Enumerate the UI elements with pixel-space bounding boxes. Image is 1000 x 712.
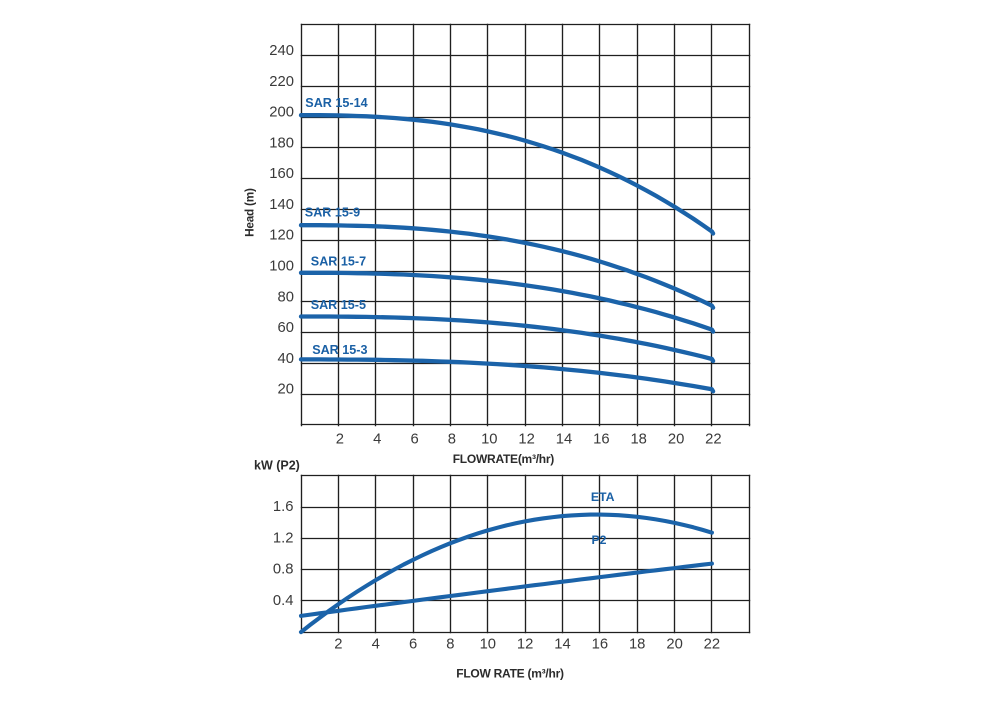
svg-text:1.2: 1.2 (273, 530, 294, 546)
svg-text:160: 160 (269, 166, 294, 182)
svg-text:20: 20 (278, 382, 294, 398)
svg-text:FLOW RATE (m³/hr): FLOW RATE (m³/hr) (456, 666, 564, 680)
svg-text:120: 120 (269, 228, 294, 244)
svg-text:80: 80 (278, 289, 294, 305)
svg-text:240: 240 (269, 43, 294, 59)
svg-text:8: 8 (446, 637, 454, 653)
svg-text:SAR 15-3: SAR 15-3 (312, 343, 367, 357)
svg-text:10: 10 (480, 637, 496, 653)
svg-text:SAR 15-14: SAR 15-14 (305, 96, 367, 110)
svg-text:18: 18 (630, 432, 646, 448)
svg-text:10: 10 (481, 432, 497, 448)
svg-text:14: 14 (554, 637, 570, 653)
svg-text:16: 16 (592, 637, 608, 653)
svg-text:0.4: 0.4 (273, 593, 294, 609)
svg-text:SAR 15-7: SAR 15-7 (311, 255, 366, 269)
svg-text:SAR 15-5: SAR 15-5 (311, 298, 366, 312)
svg-text:12: 12 (518, 432, 534, 448)
svg-text:6: 6 (410, 432, 418, 448)
svg-text:140: 140 (269, 197, 294, 213)
svg-text:4: 4 (373, 432, 381, 448)
svg-text:kW (P2): kW (P2) (254, 459, 300, 473)
svg-text:SAR 15-9: SAR 15-9 (305, 205, 360, 219)
svg-text:22: 22 (705, 432, 721, 448)
svg-text:0.8: 0.8 (273, 562, 294, 578)
svg-text:Head (m): Head (m) (243, 188, 257, 237)
svg-text:200: 200 (269, 105, 294, 121)
svg-text:8: 8 (448, 432, 456, 448)
svg-text:40: 40 (278, 351, 294, 367)
svg-text:180: 180 (269, 135, 294, 151)
svg-text:ETA: ETA (591, 490, 615, 504)
svg-text:20: 20 (666, 637, 682, 653)
svg-text:P2: P2 (591, 533, 606, 547)
svg-text:12: 12 (517, 637, 533, 653)
svg-text:1.6: 1.6 (273, 499, 294, 515)
svg-text:14: 14 (556, 432, 572, 448)
svg-text:220: 220 (269, 74, 294, 90)
svg-text:60: 60 (278, 320, 294, 336)
svg-text:4: 4 (372, 637, 380, 653)
svg-text:16: 16 (593, 432, 609, 448)
svg-text:20: 20 (668, 432, 684, 448)
svg-text:22: 22 (704, 637, 720, 653)
svg-text:2: 2 (334, 637, 342, 653)
svg-text:18: 18 (629, 637, 645, 653)
svg-text:100: 100 (269, 259, 294, 275)
svg-text:6: 6 (409, 637, 417, 653)
svg-text:2: 2 (336, 432, 344, 448)
svg-text:FLOWRATE(m³/hr): FLOWRATE(m³/hr) (453, 452, 555, 466)
